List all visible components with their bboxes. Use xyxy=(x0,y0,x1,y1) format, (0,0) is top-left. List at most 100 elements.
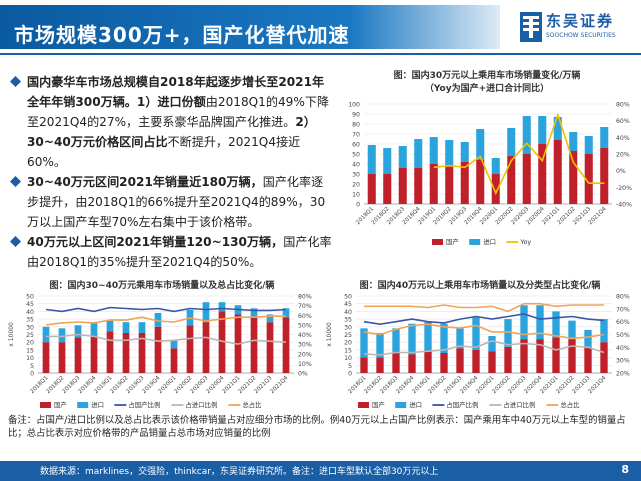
bar-domestic xyxy=(122,332,130,373)
bar-import xyxy=(568,320,576,340)
bar-import xyxy=(282,308,290,318)
soochow-logo-icon xyxy=(520,12,542,42)
series-line xyxy=(363,340,605,356)
y-tick-label: 0 xyxy=(30,371,34,378)
bullet-bold: 2）30~40万元价格区间占比 xyxy=(27,115,316,149)
logo-text-en: SOOCHOW SECURITIES xyxy=(546,32,616,39)
series-line xyxy=(363,313,605,326)
bar-domestic xyxy=(74,337,82,373)
legend-label: Yoy xyxy=(519,238,531,246)
series-line xyxy=(45,306,287,313)
bar-import xyxy=(58,328,66,343)
legend-label: 国产 xyxy=(54,400,67,409)
bar-domestic xyxy=(154,326,162,373)
bar-import xyxy=(138,322,146,333)
bar-domestic xyxy=(414,168,423,204)
footer-note: 备注：占国产/进口比例以及总占比表示该价格带销量占对应细分市场的比例。例40万元… xyxy=(8,415,626,439)
y-tick-label: 30 xyxy=(352,172,360,179)
bar-import xyxy=(569,132,578,151)
y2-tick-label: 20% xyxy=(616,152,630,159)
footer-bar xyxy=(0,461,641,481)
y2-tick-label: 70% xyxy=(616,306,630,313)
bullet-bold: 国内豪华车市场总规模自2018年起逐步增长至2021年全年年销300万辆。1）进… xyxy=(27,75,325,109)
series-line xyxy=(46,333,287,345)
bar-import xyxy=(536,305,544,340)
bar-domestic xyxy=(569,151,578,204)
bar-import xyxy=(476,129,485,160)
y2-tick-label: 70% xyxy=(298,303,312,310)
legend-swatch xyxy=(77,402,89,408)
y-tick-label: 15 xyxy=(344,347,352,354)
bar-import xyxy=(74,325,82,338)
bar-domestic xyxy=(600,342,608,373)
y2-tick-label: 30% xyxy=(298,342,312,349)
bar-import xyxy=(414,139,423,168)
y-tick-label: 90 xyxy=(352,112,360,119)
legend-swatch xyxy=(358,402,369,408)
bar-domestic xyxy=(408,354,416,373)
legend-swatch xyxy=(432,239,443,245)
y2-tick-label: 60% xyxy=(298,313,312,320)
bar-import xyxy=(202,302,210,323)
header: 市场规模300万+，国产化替代加速 东吴证券 SOOCHOW SECURITIE… xyxy=(0,0,641,58)
bullet-text: 国产化率由2018Q1的35%提升至2021Q4的50%。 xyxy=(27,235,332,269)
y-tick-label: 10 xyxy=(344,355,352,362)
bar-domestic xyxy=(488,351,496,373)
brand-logo: 东吴证券 SOOCHOW SECURITIES xyxy=(520,8,638,52)
bar-import xyxy=(398,146,407,168)
x-tick-label: 2021Q4 xyxy=(587,375,607,395)
chart-sales-30w-plus: 图：国内30万元以上乘用车市场销量变化/万辆 （Yoy为国产+进口合计同比） 0… xyxy=(336,68,638,248)
y2-tick-label: 40% xyxy=(616,135,630,142)
legend-label: 进口 xyxy=(409,401,422,409)
series-line xyxy=(364,302,604,313)
header-divider xyxy=(0,53,641,55)
bar-import xyxy=(90,322,98,337)
series-line xyxy=(363,323,605,340)
bar-domestic xyxy=(522,154,531,204)
y-axis-label: x 10000 xyxy=(326,322,333,347)
bar-domestic xyxy=(520,339,528,373)
y-tick-label: 35 xyxy=(344,317,352,324)
logo-text-cn: 东吴证券 xyxy=(546,12,615,30)
bar-domestic xyxy=(552,337,560,373)
bullet-text: 国产化率逐步提升，由2018Q1的66%提升至2021Q4的89%，30万以上国… xyxy=(27,175,326,229)
legend-label: 进口 xyxy=(91,401,104,409)
y2-tick-label: 30% xyxy=(616,358,630,365)
y-tick-label: 45 xyxy=(26,301,34,308)
x-tick-label: 2021Q4 xyxy=(269,375,289,395)
y-tick-label: 20 xyxy=(352,182,360,189)
bar-import xyxy=(504,319,512,347)
bar-domestic xyxy=(42,342,50,373)
bar-domestic xyxy=(491,174,500,204)
y-tick-label: 5 xyxy=(30,363,34,370)
y2-tick-label: 40% xyxy=(298,332,312,339)
bar-domestic xyxy=(376,357,384,373)
bullet-item: 30~40万元区间2021年销量近180万辆，国产化率逐步提升，由2018Q1的… xyxy=(8,172,333,232)
bar-domestic xyxy=(138,332,146,373)
bar-domestic xyxy=(266,322,274,373)
bar-import xyxy=(488,336,496,352)
y2-tick-label: 50% xyxy=(298,322,312,329)
bullet-text: 不断提升，2021Q4接近60%。 xyxy=(27,135,301,169)
bar-import xyxy=(600,319,608,343)
bullet-bold: 30~40万元区间2021年销量近180万辆， xyxy=(27,175,263,189)
bar-domestic xyxy=(584,154,593,204)
bar-import xyxy=(445,140,454,166)
legend-label: 占进口比例 xyxy=(185,400,217,409)
bar-domestic xyxy=(507,156,516,204)
bar-import xyxy=(408,323,416,355)
bar-import xyxy=(122,322,130,333)
series-line xyxy=(45,315,286,326)
chart-title: 图：国内30~40万元乘用车市场销量以及总占比变化/辆 xyxy=(49,281,275,291)
chart-svg: 0 10 20 30 40 50 60 70 80 90 100 80% 60% 40% 20% 0% -20%… xyxy=(348,102,632,247)
y2-tick-label: 80% xyxy=(298,294,312,301)
y-tick-label: 0 xyxy=(356,202,360,209)
bar-import xyxy=(584,136,593,154)
bar-domestic xyxy=(106,331,114,373)
y-tick-label: 60 xyxy=(352,142,360,149)
legend-label: 总占比 xyxy=(242,400,262,409)
bar-import xyxy=(520,305,528,340)
bar-domestic xyxy=(472,349,480,373)
